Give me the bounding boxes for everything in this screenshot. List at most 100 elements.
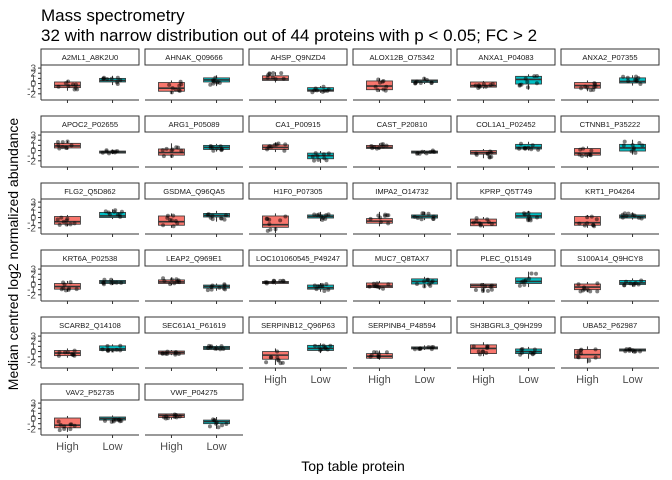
data-point [522,211,527,216]
data-point [71,352,76,357]
facet-panel: S100A14_Q9HCY8 [560,249,660,304]
facet-panel: VWF_P04275 High Low [144,383,244,453]
data-point [161,415,166,420]
box-high [470,80,497,90]
box-high [54,79,81,92]
box-high [470,282,497,293]
data-point [638,81,643,86]
box-high [262,278,289,286]
data-point [161,223,166,228]
data-point [489,154,494,159]
y-tick-label: 1 [30,141,36,152]
data-point [377,145,382,150]
data-point [577,221,582,226]
data-point [526,211,531,216]
data-point [518,141,523,146]
data-point [210,217,215,222]
facet-strip [456,249,556,267]
data-point [588,289,593,294]
data-point [384,84,389,89]
data-point [215,79,220,84]
data-point [431,216,436,221]
facet-panel: LOC101060545_P49247 [248,249,348,304]
chart-subtitle: 32 with narrow distribution out of 44 pr… [41,26,537,45]
facet-strip [352,182,452,200]
data-point [55,217,60,222]
data-point [173,87,178,92]
data-point [107,212,112,217]
data-point [585,221,590,226]
facet-strip [560,249,660,267]
data-point [429,80,434,85]
box-low [619,211,646,221]
facet-strip [144,316,244,334]
y-tick-label: -1 [27,419,36,430]
data-point [118,78,123,83]
box-low [515,271,542,288]
data-point [534,271,539,276]
data-point [59,215,64,220]
data-point [214,346,219,351]
data-point [477,84,482,89]
data-point [324,213,329,218]
data-point [626,79,631,84]
facet-strip-label: AHSP_Q9NZD4 [271,53,326,62]
y-tick-label: -1 [27,218,36,229]
data-point [326,151,331,156]
data-point [58,422,63,427]
x-tick-label: High [576,374,599,386]
data-point [325,88,330,93]
data-point [220,423,225,428]
data-point [310,154,315,159]
data-point [480,287,485,292]
data-point [160,148,165,153]
data-point [386,221,391,226]
y-tick-label: 0 [30,280,36,291]
data-point [589,214,594,219]
data-point [414,282,419,287]
data-point [216,425,221,430]
data-point [115,75,120,80]
facet-strip-label: VAV2_P52735 [66,388,115,397]
data-point [214,420,219,425]
data-point [621,143,626,148]
facet-strip [560,182,660,200]
data-point [211,417,216,422]
facet-panel: ANXA1_P04083 [456,48,556,103]
box-low [411,148,438,156]
data-point [208,145,213,150]
data-point [473,287,478,292]
data-point [164,146,169,151]
data-point [174,415,179,420]
x-tick-label: High [264,374,287,386]
data-point [418,346,423,351]
box-low [99,415,126,424]
data-point [474,216,479,221]
data-point [381,144,386,149]
box-high [262,71,289,83]
data-point [582,285,587,290]
data-point [578,351,583,356]
data-point [104,148,109,153]
y-axis-title: Median centred log2 normalized abundance [5,118,21,391]
facet-strip-label: S100A14_Q9HCY8 [577,254,643,263]
data-point [313,343,318,348]
data-point [66,84,71,89]
data-point [622,283,627,288]
data-point [267,71,272,76]
box-high [574,281,601,294]
facet-strip [40,48,140,66]
data-point [623,349,628,354]
data-point [174,145,179,150]
y-tick-label: 0 [30,347,36,358]
data-point [485,288,490,293]
data-point [372,350,377,355]
data-point [631,147,636,152]
data-point [384,350,389,355]
data-point [105,343,110,348]
facet-strip-label: COL1A1_P02452 [476,120,536,129]
data-point [171,213,176,218]
data-point [474,152,479,157]
